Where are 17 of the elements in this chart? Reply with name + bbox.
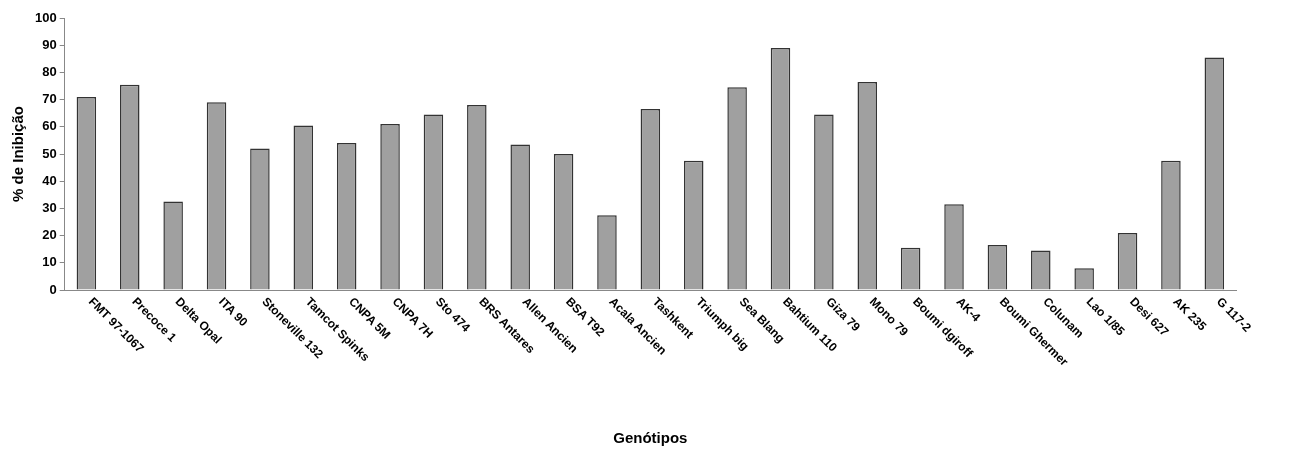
y-tick-label: 60 [42,118,57,134]
y-tick-label: 10 [42,254,57,270]
y-tick-label: 40 [42,172,57,188]
y-tick-label: 30 [42,199,57,215]
y-tick-label: 70 [42,91,57,107]
y-tick-label: 20 [42,227,57,243]
x-tick-label: AK 235 [1170,294,1210,334]
y-tick-label: 90 [42,36,57,52]
y-tick-label: 50 [42,145,57,161]
x-tick-label: Lao 1/85 [1083,294,1128,339]
x-tick-label: ITA 90 [216,294,251,330]
x-axis-title: Genótipos [613,429,688,447]
y-axis-title: % de Inibição [9,106,27,202]
y-tick-label: 0 [49,281,57,297]
y-tick-label: 100 [34,9,57,25]
y-tick-label: 80 [42,63,57,79]
x-tick-label: Sto 474 [432,294,474,335]
